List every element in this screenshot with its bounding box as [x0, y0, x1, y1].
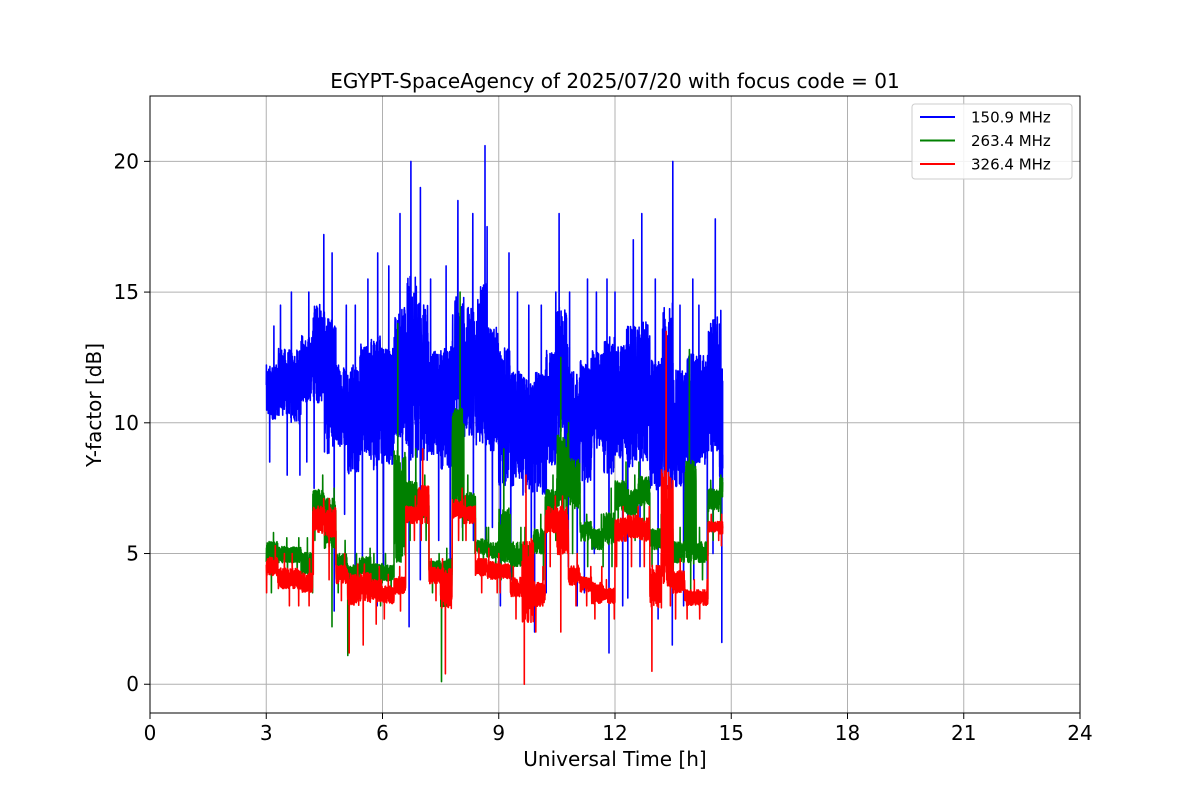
series-line-1 [265, 291, 724, 683]
series-layer [265, 144, 724, 686]
x-tick-label: 9 [492, 721, 505, 745]
x-axis-label: Universal Time [h] [523, 747, 706, 771]
legend-label-1: 263.4 MHz [971, 132, 1051, 150]
y-tick-label: 10 [114, 411, 139, 435]
legend-label-0: 150.9 MHz [971, 109, 1051, 127]
legend-entries: 150.9 MHz 263.4 MHz 326.4 MHz [920, 109, 1051, 174]
legend: 150.9 MHz 263.4 MHz 326.4 MHz [911, 103, 1073, 180]
x-tick-label: 6 [376, 721, 389, 745]
tick-layer: 0 3 6 9 12 15 18 21 24 0 5 10 15 20 [114, 149, 1093, 745]
legend-box [911, 103, 1073, 180]
x-tick-label: 18 [835, 721, 860, 745]
x-tick-label: 15 [719, 721, 744, 745]
x-tick-label: 0 [144, 721, 157, 745]
y-axis-label: Y-factor [dB] [82, 343, 106, 468]
x-tick-label: 12 [602, 721, 627, 745]
y-tick-label: 0 [126, 672, 139, 696]
series-line-2 [265, 330, 724, 686]
legend-label-2: 326.4 MHz [971, 156, 1051, 174]
chart-title: EGYPT-SpaceAgency of 2025/07/20 with foc… [330, 69, 899, 93]
y-tick-label: 15 [114, 280, 139, 304]
x-tick-label: 3 [260, 721, 273, 745]
y-tick-label: 20 [114, 149, 139, 173]
y-tick-label: 5 [126, 542, 139, 566]
x-tick-label: 21 [951, 721, 976, 745]
x-tick-label: 24 [1067, 721, 1092, 745]
series-line-0 [265, 144, 724, 654]
